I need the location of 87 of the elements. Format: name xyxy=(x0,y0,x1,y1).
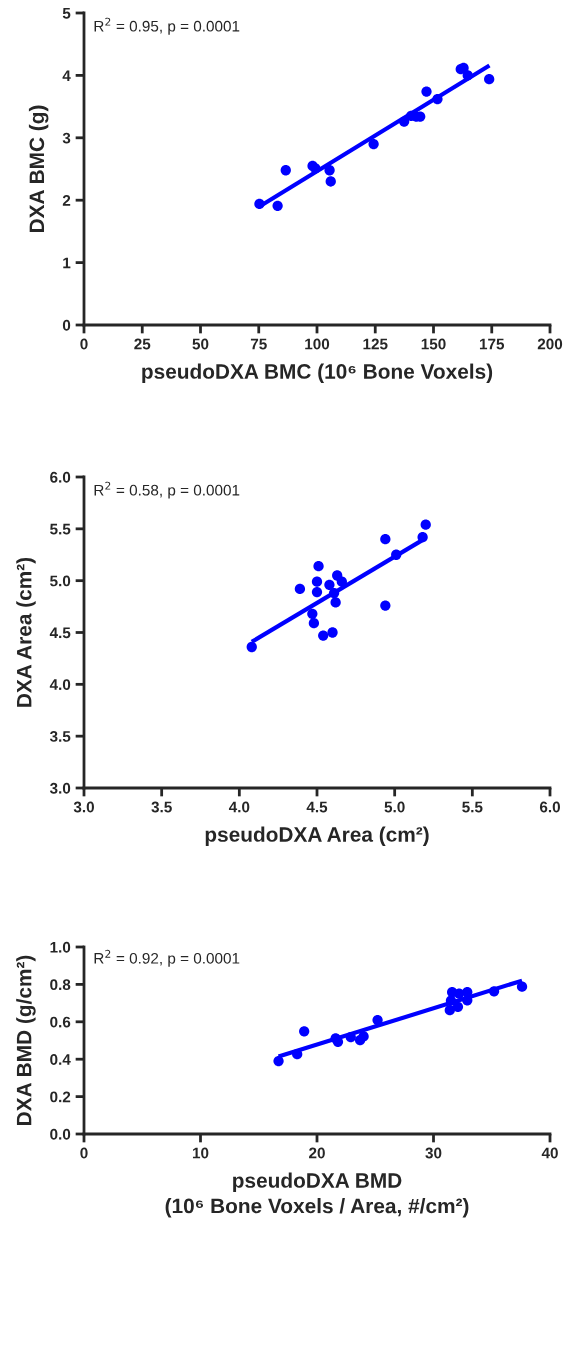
point xyxy=(308,618,320,629)
point xyxy=(325,176,336,187)
point xyxy=(294,583,306,595)
y-axis-title: DXA Area (cm²) xyxy=(16,557,36,707)
point xyxy=(358,1031,369,1042)
x-tick-label: 40 xyxy=(541,1147,558,1159)
point xyxy=(380,600,391,611)
y-tick-label: 0 xyxy=(62,319,71,331)
point xyxy=(324,579,335,590)
annotation: R$^{2}$ = 0.58, p = 0.0001 xyxy=(94,481,240,499)
point xyxy=(452,1001,464,1012)
x-tick-label: 200 xyxy=(537,338,563,350)
point xyxy=(327,627,338,638)
x-tick-label: 50 xyxy=(192,338,209,350)
point xyxy=(417,531,428,543)
point xyxy=(254,198,265,210)
point xyxy=(372,1014,383,1026)
point xyxy=(488,986,500,997)
x-tick-label: 175 xyxy=(479,338,505,350)
point xyxy=(292,1049,303,1060)
x-axis-title: pseudoDXA BMD (10⁶ Bone Voxels / Area, #/cm²) xyxy=(165,1172,469,1218)
y-tick-label: 1 xyxy=(63,257,71,269)
y-tick-label: 5 xyxy=(62,8,71,19)
y-tick-label: 3.0 xyxy=(49,782,71,794)
point xyxy=(345,1031,356,1043)
x-tick-label: 25 xyxy=(134,338,151,350)
point xyxy=(313,561,324,572)
point xyxy=(421,86,432,97)
point xyxy=(299,1026,310,1037)
y-tick-label: 2 xyxy=(62,195,71,206)
x-tick-label: 0 xyxy=(80,338,88,350)
point xyxy=(307,608,318,619)
point xyxy=(318,630,329,641)
annotation: R$^{2}$ = 0.95, p = 0.0001 xyxy=(94,17,240,35)
y-tick-label: 6.0 xyxy=(50,471,71,483)
y-tick-label: 3 xyxy=(62,132,71,144)
x-axis-title: pseudoDXA Area (cm²) xyxy=(205,826,429,846)
point xyxy=(398,116,410,127)
x-tick-label: 75 xyxy=(250,338,267,350)
y-axis-title: DXA BMC (g) xyxy=(28,105,49,233)
x-tick-label: 5.0 xyxy=(384,801,405,813)
point xyxy=(484,73,495,85)
point xyxy=(311,586,323,598)
point xyxy=(324,165,335,176)
point xyxy=(516,981,528,992)
x-tick-label: 4.0 xyxy=(228,801,250,813)
point xyxy=(462,70,473,81)
y-tick-label: 3.5 xyxy=(49,731,71,742)
x-tick-label: 4.5 xyxy=(306,801,328,813)
point xyxy=(272,200,283,211)
y-tick-label: 0.4 xyxy=(50,1054,71,1065)
point xyxy=(330,597,341,608)
y-tick-label: 1.0 xyxy=(50,941,71,953)
x-tick-label: 30 xyxy=(425,1147,442,1159)
y-tick-label: 0.2 xyxy=(50,1091,71,1103)
y-tick-label: 0.0 xyxy=(50,1128,71,1140)
x-tick-label: 10 xyxy=(192,1147,209,1159)
point xyxy=(273,1055,284,1067)
x-tick-label: 3.5 xyxy=(151,801,172,813)
y-tick-label: 4.0 xyxy=(49,679,71,691)
y-tick-label: 4 xyxy=(62,70,71,81)
y-tick-label: 5.0 xyxy=(50,575,71,587)
point xyxy=(380,534,391,545)
point xyxy=(336,576,347,587)
y-tick-label: 4.5 xyxy=(49,627,71,639)
x-axis-title: pseudoDXA BMC (10⁶ Bone Voxels) xyxy=(142,363,493,383)
point xyxy=(368,138,379,150)
point xyxy=(432,93,443,105)
point xyxy=(391,549,402,560)
y-tick-label: 0.6 xyxy=(50,1016,71,1028)
x-tick-label: 150 xyxy=(421,338,446,350)
x-tick-label: 5.5 xyxy=(462,801,483,813)
x-tick-label: 125 xyxy=(363,338,388,350)
x-tick-label: 20 xyxy=(309,1147,325,1159)
point xyxy=(420,519,431,530)
x-tick-label: 3.0 xyxy=(73,801,94,813)
y-axis-title: DXA BMD (g/cm²) xyxy=(16,955,36,1125)
x-tick-label: 0 xyxy=(80,1147,88,1159)
y-tick-label: 0.8 xyxy=(50,979,71,991)
y-tick-label: 5.5 xyxy=(50,523,71,535)
x-tick-label: 6.0 xyxy=(539,801,560,813)
point xyxy=(328,587,340,599)
point xyxy=(311,576,323,587)
annotation: R$^{2}$ = 0.92, p = 0.0001 xyxy=(94,949,240,967)
point xyxy=(280,165,291,176)
point xyxy=(246,641,257,653)
x-tick-label: 100 xyxy=(305,338,330,350)
